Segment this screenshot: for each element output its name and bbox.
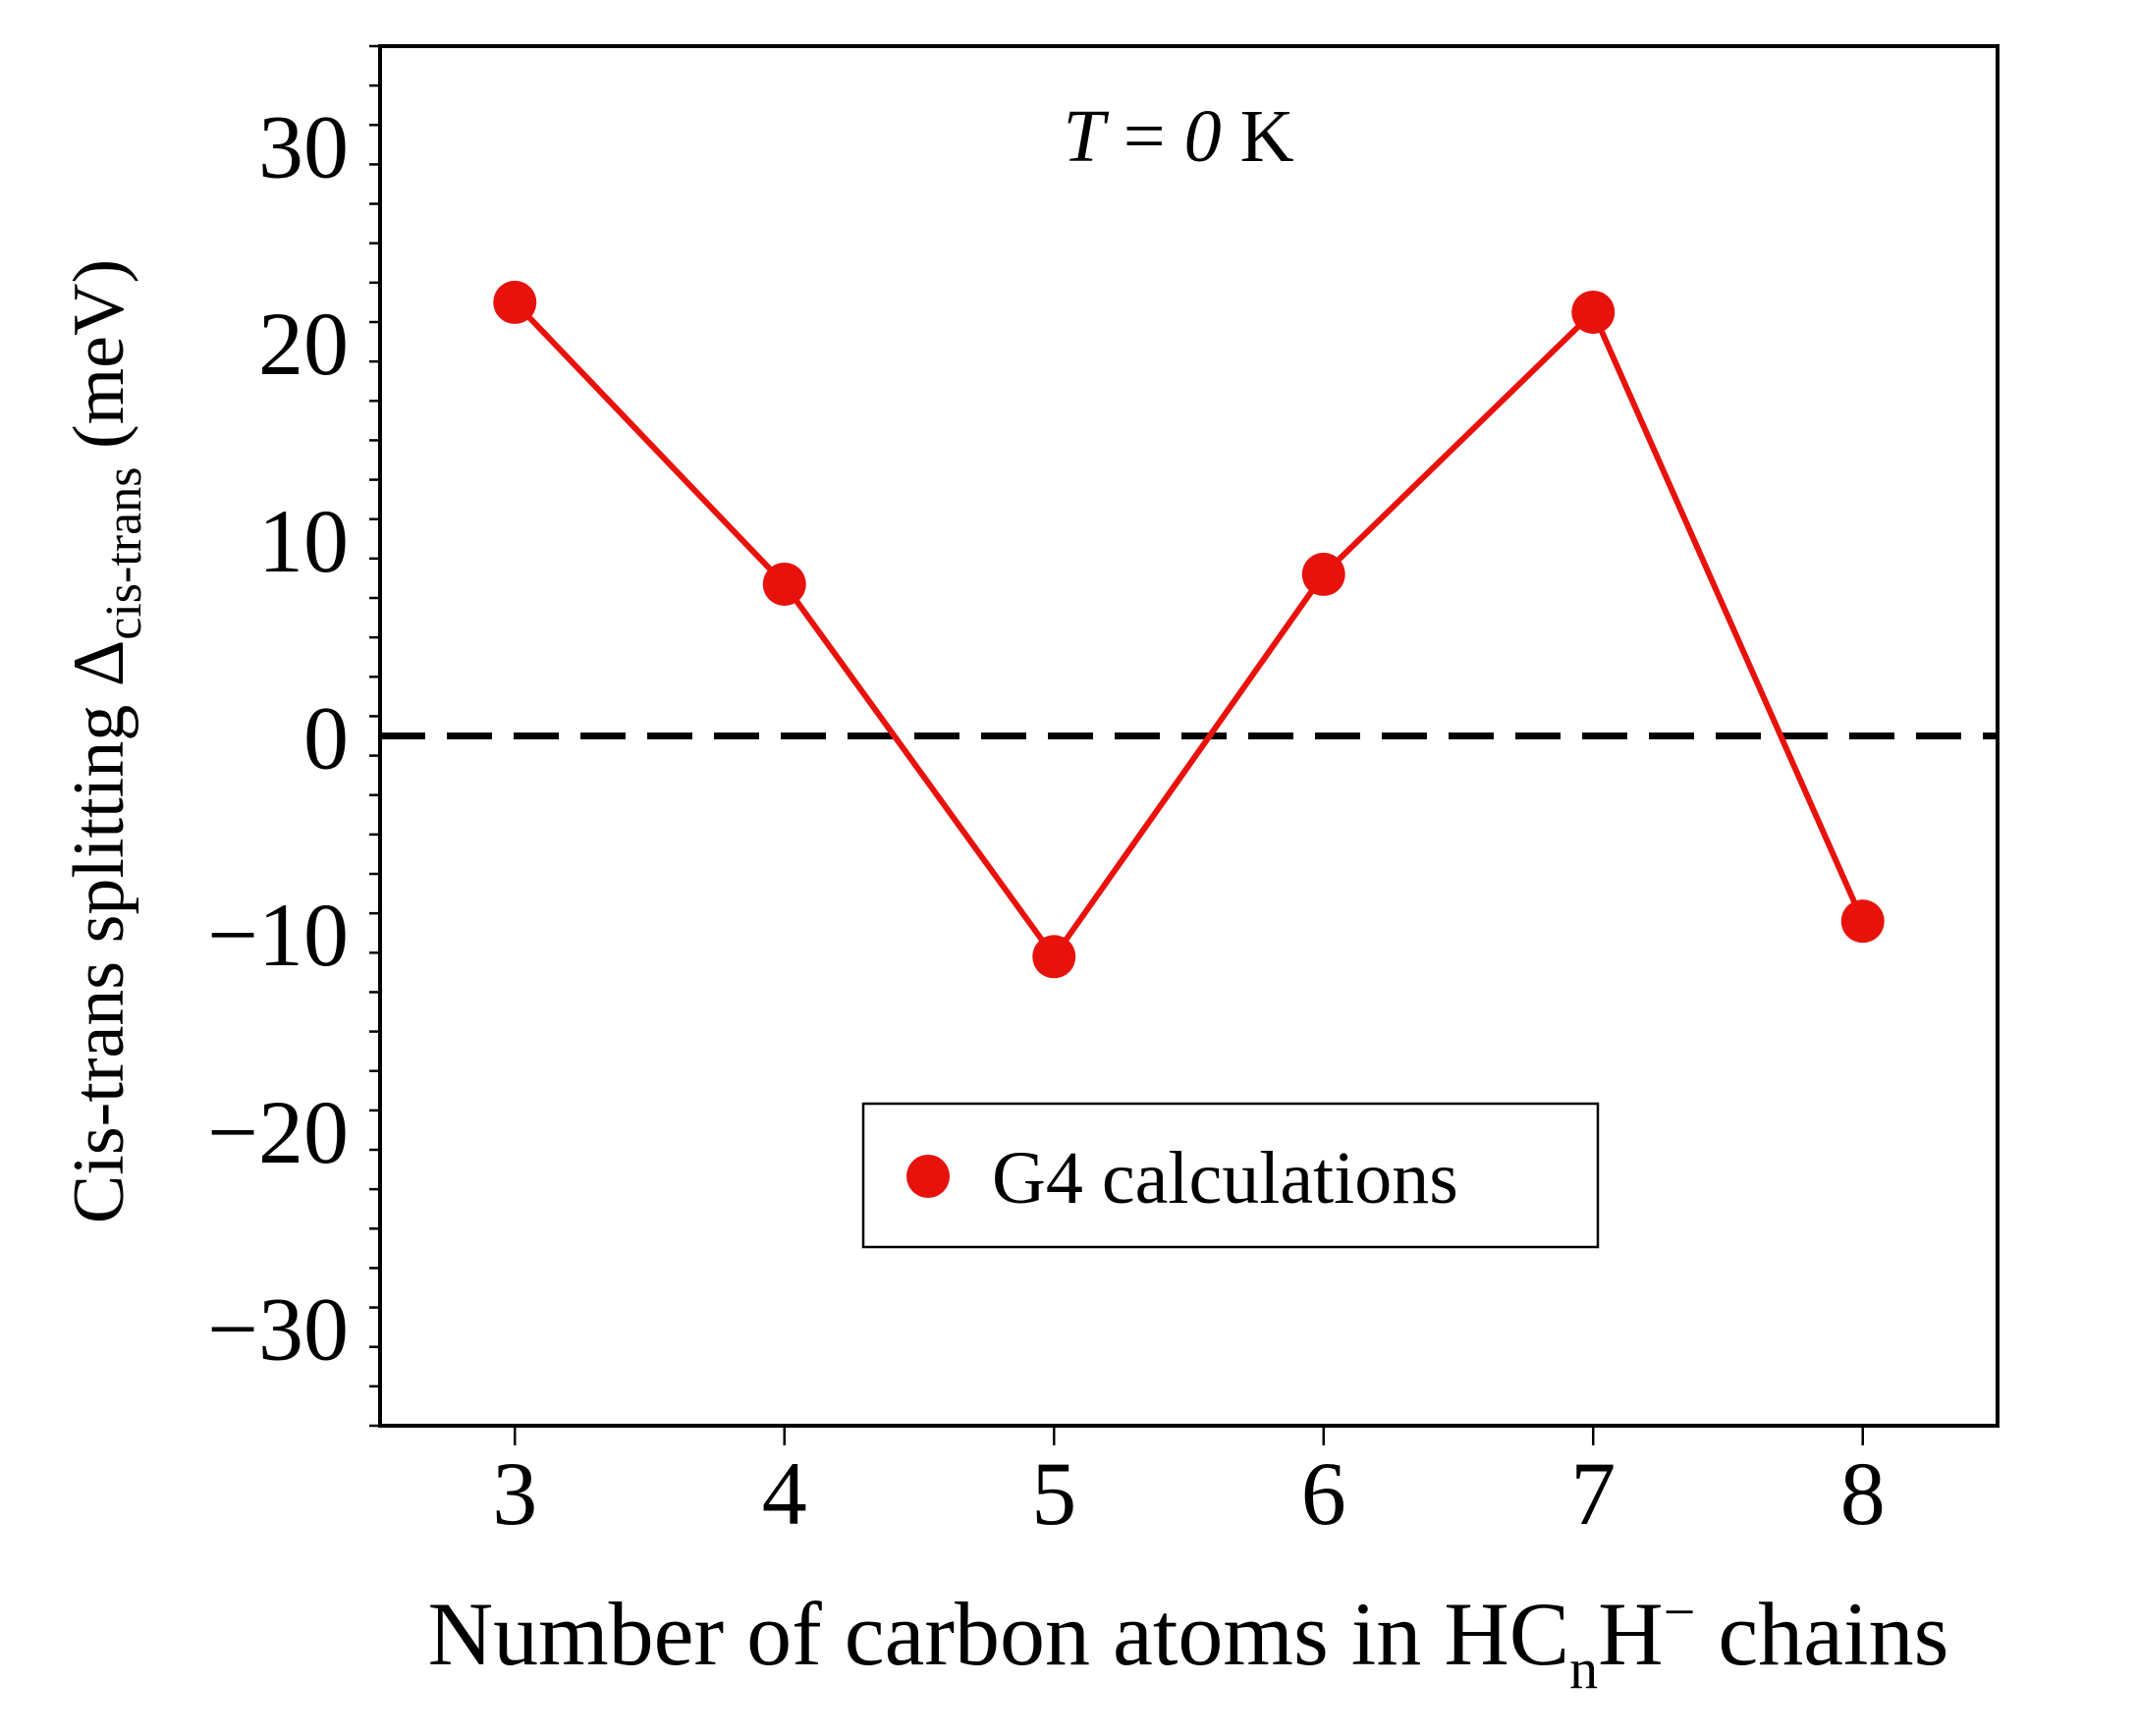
legend: G4 calculations [861, 1102, 1600, 1249]
data-point [493, 280, 537, 324]
x-tick-label: 4 [762, 1443, 807, 1544]
y-tick-label: 20 [258, 294, 349, 394]
y-tick-labels: −30 −20 −10 0 10 20 30 [207, 96, 349, 1379]
data-point [1571, 290, 1616, 334]
y-tick-label: 0 [303, 688, 349, 788]
x-tick-labels: 3 4 5 6 7 8 [492, 1443, 1886, 1544]
series-group [493, 280, 1885, 979]
x-tick-label: 7 [1570, 1443, 1616, 1544]
y-tick-label: −30 [207, 1279, 349, 1380]
series-line [513, 299, 1866, 960]
x-tick-label: 8 [1840, 1443, 1886, 1544]
y-tick-label: −20 [207, 1082, 349, 1182]
y-tick-label: 10 [258, 491, 349, 591]
x-tick-label: 3 [492, 1443, 537, 1544]
y-tick-label: 30 [258, 96, 349, 196]
x-axis-title: Number of carbon atoms in HCnH− chains [428, 1580, 1949, 1701]
y-tick-label: −10 [207, 885, 349, 985]
legend-marker [906, 1155, 950, 1198]
x-tick-label: 5 [1031, 1443, 1076, 1544]
data-point [1301, 552, 1345, 596]
data-point [1032, 935, 1076, 979]
legend-box [861, 1102, 1600, 1249]
data-point [762, 562, 806, 606]
temperature-annotation: T = 0 K [1063, 95, 1293, 178]
legend-label: G4 calculations [992, 1137, 1458, 1220]
x-tick-label: 6 [1301, 1443, 1346, 1544]
data-point [1840, 899, 1885, 944]
plot-frame [378, 44, 2000, 1428]
y-axis-title: Cis-trans splitting Δcis-trans (meV) [59, 259, 152, 1223]
